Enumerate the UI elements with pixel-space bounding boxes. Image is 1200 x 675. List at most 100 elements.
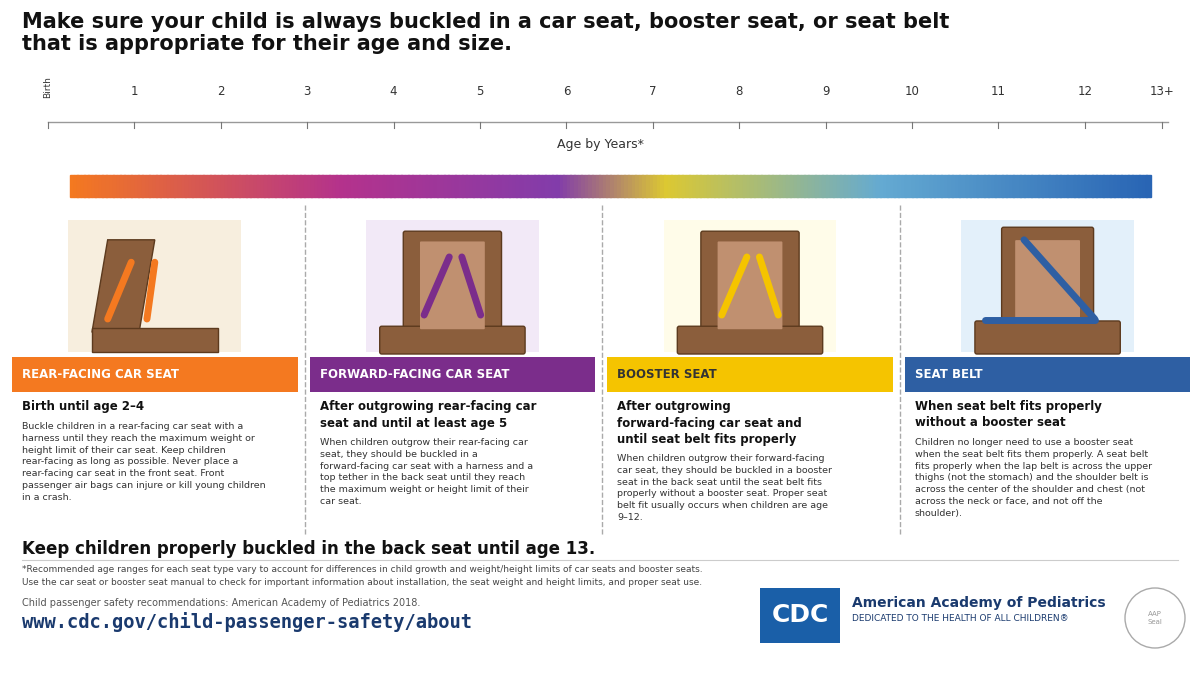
Bar bbox=[469, 175, 474, 197]
Bar bbox=[764, 175, 769, 197]
Bar bbox=[235, 175, 240, 197]
Bar bbox=[980, 175, 985, 197]
Bar bbox=[559, 175, 564, 197]
Bar bbox=[365, 175, 370, 197]
Bar bbox=[926, 175, 931, 197]
Bar bbox=[379, 175, 384, 197]
Text: 12: 12 bbox=[1078, 85, 1092, 98]
Bar bbox=[311, 175, 316, 197]
Bar bbox=[574, 175, 578, 197]
Bar bbox=[250, 175, 254, 197]
Text: 6: 6 bbox=[563, 85, 570, 98]
Bar bbox=[419, 175, 424, 197]
Text: FORWARD-FACING CAR SEAT: FORWARD-FACING CAR SEAT bbox=[319, 368, 509, 381]
Bar bbox=[973, 175, 978, 197]
Bar bbox=[372, 175, 377, 197]
Bar bbox=[793, 175, 798, 197]
Bar bbox=[862, 175, 866, 197]
Bar bbox=[1092, 175, 1097, 197]
Bar bbox=[739, 175, 744, 197]
Polygon shape bbox=[92, 240, 155, 332]
Bar bbox=[1139, 175, 1144, 197]
Bar bbox=[1016, 175, 1021, 197]
FancyBboxPatch shape bbox=[701, 232, 799, 334]
Bar bbox=[530, 175, 535, 197]
Bar bbox=[232, 175, 236, 197]
Bar bbox=[480, 175, 485, 197]
Bar bbox=[149, 175, 154, 197]
Bar bbox=[894, 175, 899, 197]
Bar bbox=[570, 175, 575, 197]
Bar bbox=[307, 175, 312, 197]
FancyBboxPatch shape bbox=[379, 326, 526, 354]
Bar bbox=[206, 175, 211, 197]
Bar bbox=[1146, 175, 1151, 197]
FancyBboxPatch shape bbox=[420, 242, 485, 329]
Bar bbox=[887, 175, 892, 197]
Text: American Academy of Pediatrics: American Academy of Pediatrics bbox=[852, 596, 1105, 610]
Bar bbox=[304, 175, 308, 197]
Bar bbox=[923, 175, 928, 197]
Bar bbox=[1088, 175, 1093, 197]
Text: Use the car seat or booster seat manual to check for important information about: Use the car seat or booster seat manual … bbox=[22, 578, 702, 587]
Bar bbox=[196, 175, 200, 197]
Text: SEAT BELT: SEAT BELT bbox=[914, 368, 983, 381]
Bar bbox=[689, 175, 694, 197]
Bar bbox=[728, 175, 733, 197]
Bar bbox=[541, 175, 546, 197]
Bar bbox=[199, 175, 204, 197]
Bar bbox=[656, 175, 661, 197]
Bar bbox=[905, 205, 1190, 357]
Bar bbox=[246, 175, 251, 197]
Bar bbox=[484, 175, 488, 197]
Text: After outgrowing rear-facing car
seat and until at least age 5: After outgrowing rear-facing car seat an… bbox=[319, 400, 536, 429]
Bar bbox=[664, 220, 836, 352]
Bar bbox=[332, 175, 337, 197]
Bar bbox=[952, 175, 956, 197]
Bar bbox=[102, 175, 107, 197]
Bar bbox=[898, 175, 902, 197]
Bar bbox=[366, 220, 539, 352]
Bar bbox=[300, 175, 305, 197]
Text: Buckle children in a rear-facing car seat with a
harness until they reach the ma: Buckle children in a rear-facing car sea… bbox=[22, 422, 265, 502]
Bar bbox=[1052, 175, 1057, 197]
Text: www.cdc.gov/child-passenger-safety/about: www.cdc.gov/child-passenger-safety/about bbox=[22, 612, 472, 632]
Bar bbox=[1027, 175, 1032, 197]
Bar bbox=[404, 175, 409, 197]
Bar bbox=[476, 175, 481, 197]
Bar bbox=[628, 175, 632, 197]
Bar bbox=[124, 175, 128, 197]
Bar bbox=[120, 175, 125, 197]
Bar bbox=[703, 175, 708, 197]
Bar bbox=[293, 175, 298, 197]
Bar bbox=[761, 175, 766, 197]
Bar bbox=[678, 175, 683, 197]
Bar bbox=[1128, 175, 1133, 197]
Bar bbox=[383, 175, 388, 197]
FancyBboxPatch shape bbox=[1015, 240, 1080, 324]
Bar bbox=[487, 175, 492, 197]
FancyBboxPatch shape bbox=[403, 232, 502, 334]
Bar bbox=[95, 175, 100, 197]
Bar bbox=[1132, 175, 1136, 197]
Bar bbox=[91, 175, 96, 197]
Bar bbox=[577, 175, 582, 197]
Bar bbox=[1038, 175, 1043, 197]
Bar bbox=[386, 175, 391, 197]
Bar bbox=[509, 175, 514, 197]
Bar bbox=[466, 175, 470, 197]
Bar bbox=[1099, 175, 1104, 197]
Bar bbox=[714, 175, 719, 197]
Bar bbox=[811, 175, 816, 197]
Bar bbox=[394, 175, 398, 197]
Bar bbox=[905, 175, 910, 197]
Bar bbox=[224, 175, 229, 197]
Text: When seat belt fits properly
without a booster seat: When seat belt fits properly without a b… bbox=[914, 400, 1102, 429]
Bar bbox=[1067, 175, 1072, 197]
Text: After outgrowing
forward-facing car seat and
until seat belt fits properly: After outgrowing forward-facing car seat… bbox=[617, 400, 802, 446]
Bar bbox=[768, 175, 773, 197]
Bar bbox=[581, 175, 586, 197]
Bar bbox=[397, 175, 402, 197]
Bar bbox=[520, 175, 524, 197]
Bar bbox=[181, 175, 186, 197]
